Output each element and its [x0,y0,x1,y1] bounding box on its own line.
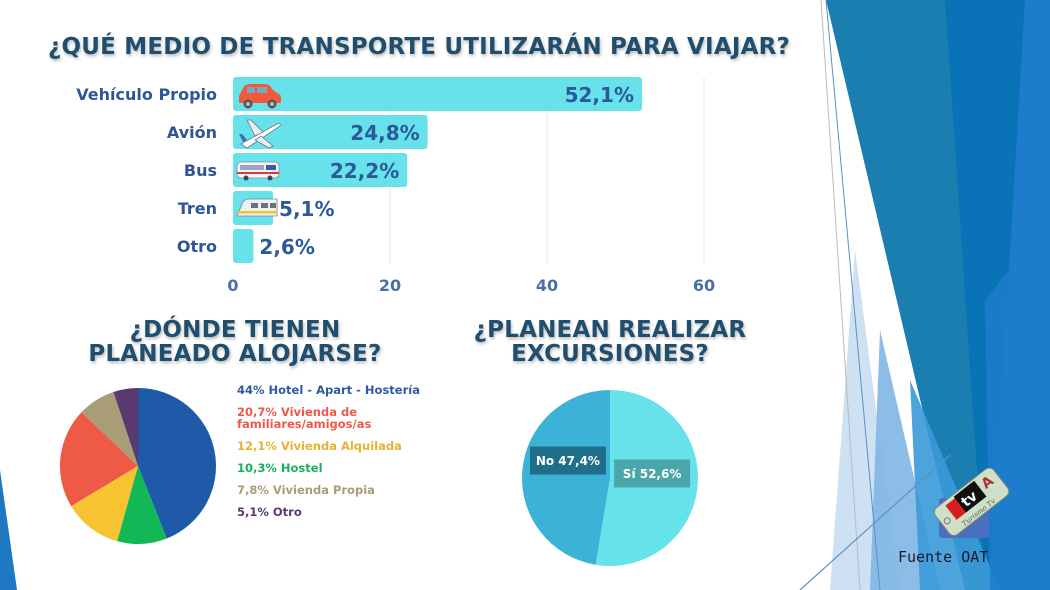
pie-slice [117,466,167,544]
data-label: 2,6% [259,235,314,259]
data-label: 5,1% [279,197,334,221]
excursions-title-line-1: ¿PLANEAN REALIZAR [473,317,747,343]
logo-tag-hole [943,517,951,525]
bar [233,229,254,263]
excursions-chart-title: ¿PLANEAN REALIZAR EXCURSIONES? [470,318,750,366]
data-label: 52,1% [565,83,634,107]
x-tick-label: 40 [536,276,558,295]
legend-item: 10,3% Hostel [237,461,323,475]
logo-tv-text: tv [958,488,980,510]
x-tick-label: 60 [693,276,715,295]
lodging-legend: 44% Hotel - Apart - Hostería 20,7% Vivien… [237,384,437,528]
legend-item: 20,7% Vivienda de familiares/amigos/as [237,405,372,431]
deco-shape-left [0,470,17,590]
deco-line-3 [799,454,951,590]
data-label: No 47,4% [536,454,600,468]
legend-item: 5,1% Otro [237,505,302,519]
transport-bar-chart: 52,1% 24,8% 22,2% 5,1% 2,6% Vehículo Propio A… [76,77,715,295]
excursions-pie-chart: Sí 52,6% No 47,4% [521,390,698,566]
excursions-title-line-2: EXCURSIONES? [511,341,709,367]
pie-slice [521,390,610,565]
lodging-title-line-2: PLANEADO ALOJARSE? [88,341,382,367]
lodging-chart-title: ¿DÓNDE TIENEN PLANEADO ALOJARSE? [60,318,410,366]
category-label: Bus [184,161,217,180]
deco-line-2 [825,0,881,590]
data-label-box [614,459,691,488]
lodging-title-line-1: ¿DÓNDE TIENEN [129,317,341,343]
source-caption: Fuente OAT [898,548,989,566]
pie-slice [138,388,217,539]
x-tick-label: 20 [379,276,401,295]
lodging-pie-chart [60,388,217,544]
category-label: Vehículo Propio [76,85,217,104]
data-label: Sí 52,6% [623,467,682,481]
logo-black-block [953,480,987,513]
pie-slice [81,391,138,466]
logo-red-block [945,497,968,520]
x-tick-label: 0 [227,276,238,295]
pie-slice [113,388,138,466]
category-label: Tren [178,199,217,218]
legend-item: 12,1% Vivienda Alquilada [237,439,402,453]
bar [233,77,642,111]
legend-item: 7,8% Vivienda Propia [237,483,375,497]
train-icon [236,198,278,217]
bus-icon [236,161,280,181]
pie-slice [60,412,138,507]
bar [233,153,408,187]
category-label: Otro [177,237,217,256]
car-icon [239,84,281,109]
turismo-tv-logo: tv Turismo Tv A [933,468,1010,538]
airplane-icon [239,119,281,149]
transport-chart-title: ¿QUÉ MEDIO DE TRANSPORTE UTILIZARÁN PARA… [48,34,791,60]
data-label: 22,2% [330,159,399,183]
category-label: Avión [167,123,217,142]
pie-slice [71,466,138,542]
data-label: 24,8% [350,121,419,145]
deco-line-1 [820,0,861,590]
bar [233,115,428,149]
legend-item: 44% Hotel - Apart - Hostería [237,383,420,397]
data-label-box [529,446,606,475]
